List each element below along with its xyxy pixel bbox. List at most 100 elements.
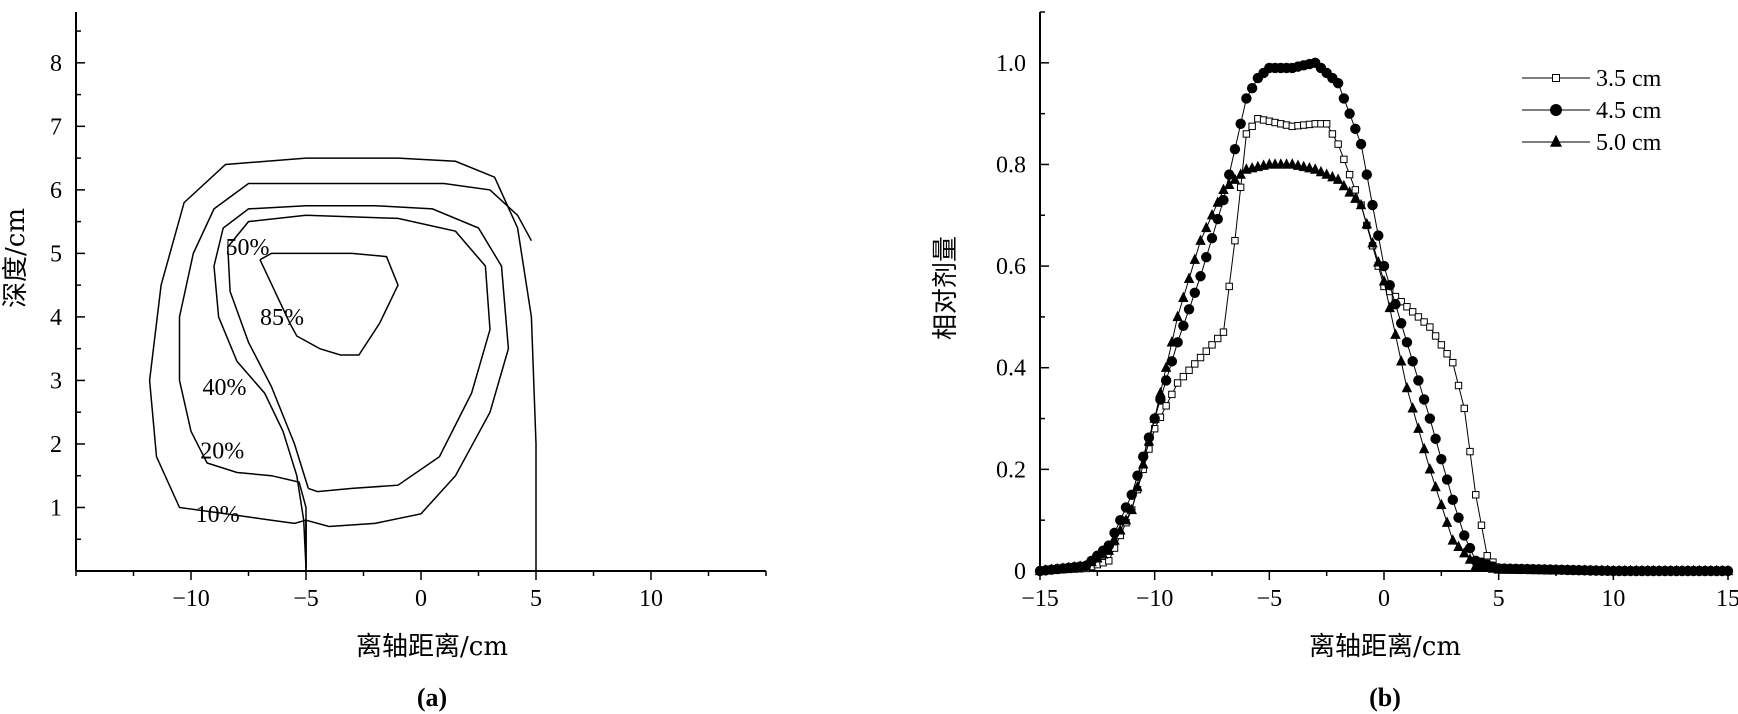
data-point xyxy=(1334,140,1342,148)
x-tick-label: 10 xyxy=(1601,586,1625,612)
data-point xyxy=(1396,355,1407,366)
data-point xyxy=(1722,564,1734,576)
data-point xyxy=(1126,489,1137,500)
data-point xyxy=(1401,381,1413,393)
data-point xyxy=(1219,328,1228,336)
data-point xyxy=(1424,413,1436,424)
x-tick-label: 0 xyxy=(415,586,427,612)
data-point xyxy=(1179,372,1188,381)
data-point xyxy=(1477,521,1486,529)
series-5.0-cm xyxy=(1034,158,1734,576)
panel-b-x-axis-title: 离轴距离/cm xyxy=(1309,632,1461,662)
data-point xyxy=(1407,402,1418,413)
data-point xyxy=(1322,120,1331,128)
contour-label: 50% xyxy=(226,235,270,261)
data-point xyxy=(1201,251,1212,263)
x-tick-label: 10 xyxy=(639,586,663,612)
contour-line-50pct xyxy=(227,214,491,493)
y-tick-label: 0.8 xyxy=(996,152,1026,178)
data-point xyxy=(1338,93,1350,104)
data-point xyxy=(1248,122,1256,131)
data-point xyxy=(1344,108,1355,119)
data-point xyxy=(1403,303,1411,311)
data-point xyxy=(1143,435,1155,446)
data-point xyxy=(1242,130,1251,138)
data-point xyxy=(1189,253,1200,264)
data-point xyxy=(1132,480,1143,492)
data-point xyxy=(1460,404,1468,413)
contour-line-85pct xyxy=(259,252,399,356)
data-point xyxy=(1218,183,1229,195)
data-point xyxy=(1120,513,1132,525)
contour-label: 85% xyxy=(260,305,304,331)
data-point xyxy=(1109,534,1120,545)
data-point xyxy=(1441,474,1453,485)
data-point xyxy=(1195,234,1206,245)
data-point xyxy=(1413,422,1424,433)
data-point xyxy=(1191,360,1199,368)
x-tick-label: 5 xyxy=(530,586,542,612)
y-tick-label: 0 xyxy=(1014,559,1026,585)
data-point xyxy=(1328,130,1337,138)
data-point xyxy=(1414,313,1423,321)
data-point xyxy=(1418,394,1430,405)
data-point xyxy=(1464,553,1476,564)
data-point xyxy=(1424,463,1436,474)
data-point xyxy=(1224,178,1235,189)
data-point xyxy=(1431,332,1440,340)
panel-b-line-chart: −15 −10 −5 0 5 10 15 0 0.2 0.4 0.6 0.8 1.0 3.5 cm 4.5… xyxy=(931,11,1738,712)
data-point xyxy=(1224,169,1235,180)
data-point xyxy=(1138,458,1149,469)
series-line xyxy=(1039,118,1728,572)
data-point xyxy=(1236,183,1245,192)
panel-b-label: (b) xyxy=(1369,683,1401,712)
y-tick-label: 3 xyxy=(50,368,62,394)
data-point xyxy=(1321,168,1332,179)
data-point xyxy=(1126,503,1137,515)
data-point xyxy=(1160,361,1172,372)
legend-marker xyxy=(1550,134,1562,147)
data-point xyxy=(1436,454,1447,465)
data-point xyxy=(1208,341,1216,349)
y-tick-label: 1.0 xyxy=(996,51,1026,77)
data-point xyxy=(1449,358,1457,367)
y-tick-label: 2 xyxy=(50,432,62,458)
x-tick-label: −10 xyxy=(172,586,210,612)
data-point xyxy=(1178,320,1189,332)
data-point xyxy=(1420,318,1428,326)
data-point xyxy=(1345,170,1354,179)
data-point xyxy=(1430,433,1441,445)
data-point xyxy=(1344,186,1355,197)
data-point xyxy=(1390,299,1401,310)
legend-label: 3.5 cm xyxy=(1596,66,1662,92)
x-tick-label: −5 xyxy=(293,586,319,612)
data-point xyxy=(1384,301,1395,313)
x-tick-label: 5 xyxy=(1493,586,1505,612)
data-point xyxy=(1447,494,1459,506)
data-point xyxy=(1437,341,1446,349)
panel-b-axes: −15 −10 −5 0 5 10 15 0 0.2 0.4 0.6 0.8 1.0 xyxy=(996,11,1738,612)
data-point xyxy=(1453,512,1464,523)
data-point xyxy=(1206,232,1218,244)
data-point xyxy=(1351,186,1360,194)
data-point xyxy=(1149,412,1160,423)
data-point xyxy=(1214,334,1222,343)
data-point xyxy=(1396,318,1407,329)
panel-b-legend: 3.5 cm 4.5 cm 5.0 cm xyxy=(1522,66,1662,156)
series-3.5-cm xyxy=(1036,115,1732,575)
data-point xyxy=(1235,118,1246,129)
contour-label: 20% xyxy=(200,438,244,464)
data-point xyxy=(1367,236,1378,248)
y-tick-label: 7 xyxy=(50,114,62,140)
data-point xyxy=(1459,530,1470,541)
data-point xyxy=(1092,552,1103,563)
x-tick-label: −5 xyxy=(1257,586,1283,612)
data-point xyxy=(1453,540,1464,552)
data-point xyxy=(1105,557,1113,565)
legend-marker xyxy=(1550,104,1562,116)
data-point xyxy=(1483,552,1491,560)
data-point xyxy=(1202,347,1210,355)
data-point xyxy=(1166,356,1178,367)
data-point xyxy=(1229,144,1241,155)
